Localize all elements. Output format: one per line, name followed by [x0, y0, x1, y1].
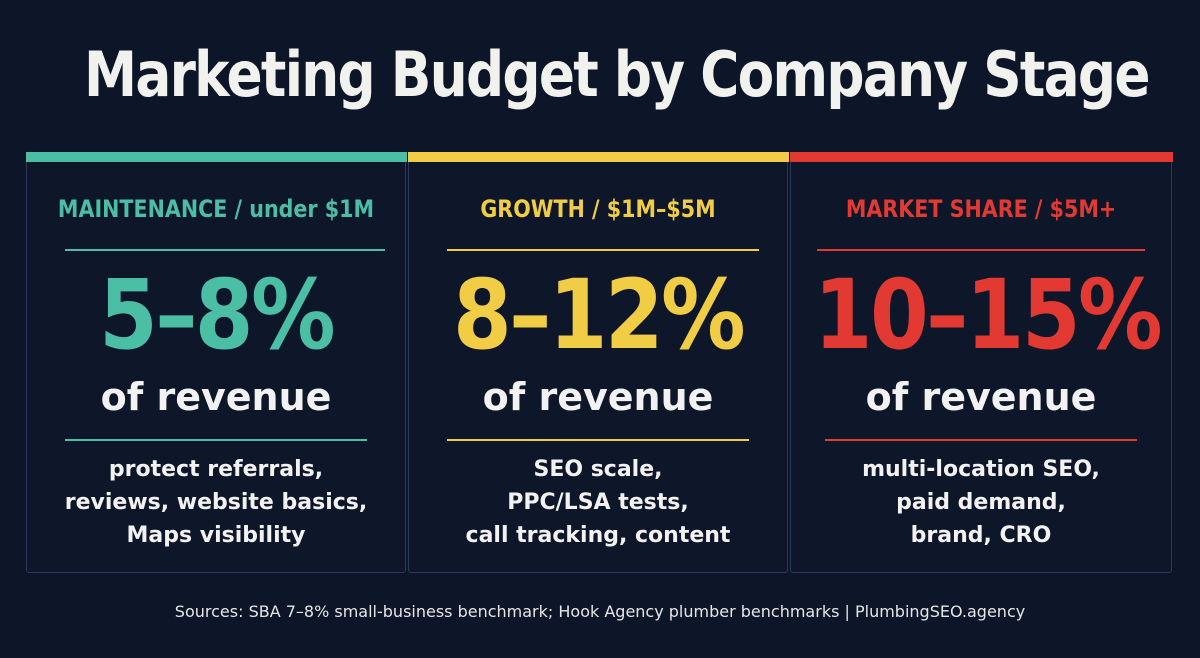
card-subtitle: of revenue — [865, 375, 1097, 419]
card-accent-bar — [25, 151, 407, 162]
card-description: multi-location SEO, paid demand, brand, … — [791, 453, 1171, 552]
card-accent-bar — [407, 151, 789, 162]
card-subtitle: of revenue — [100, 375, 332, 419]
divider — [825, 439, 1137, 441]
divider — [447, 439, 749, 441]
card-percent: 8–12% — [452, 259, 746, 371]
card-description: SEO scale, PPC/LSA tests, call tracking,… — [409, 453, 787, 552]
stage-cards: MAINTENANCE / under $1M 5–8% of revenue … — [25, 151, 1173, 573]
divider — [817, 249, 1145, 251]
card-description-line: PPC/LSA tests, — [507, 490, 689, 515]
card-description-line: brand, CRO — [910, 523, 1052, 548]
card-description-line: SEO scale, — [533, 457, 663, 482]
page-title: Marketing Budget by Company Stage — [84, 38, 1151, 111]
card-percent: 10–15% — [813, 259, 1163, 371]
card-description-line: call tracking, content — [465, 523, 731, 548]
card-heading: MARKET SHARE / $5M+ — [845, 195, 1117, 223]
card-market-share: MARKET SHARE / $5M+ 10–15% of revenue mu… — [789, 151, 1173, 573]
divider — [65, 249, 385, 251]
card-growth: GROWTH / $1M–$5M 8–12% of revenue SEO sc… — [407, 151, 789, 573]
card-description-line: reviews, website basics, — [64, 490, 368, 515]
divider — [447, 249, 759, 251]
card-description-line: paid demand, — [896, 490, 1066, 515]
card-description: protect referrals, reviews, website basi… — [27, 453, 405, 552]
card-description-line: Maps visibility — [126, 523, 306, 548]
sources-footer: Sources: SBA 7–8% small-business benchma… — [174, 602, 1026, 621]
divider — [65, 439, 367, 441]
card-maintenance: MAINTENANCE / under $1M 5–8% of revenue … — [25, 151, 407, 573]
card-heading: MAINTENANCE / under $1M — [57, 195, 375, 223]
card-heading: GROWTH / $1M–$5M — [480, 195, 716, 223]
card-percent: 5–8% — [99, 259, 336, 371]
card-description-line: protect referrals, — [108, 457, 324, 482]
card-description-line: multi-location SEO, — [862, 457, 1100, 482]
card-subtitle: of revenue — [482, 375, 714, 419]
card-accent-bar — [789, 151, 1173, 162]
